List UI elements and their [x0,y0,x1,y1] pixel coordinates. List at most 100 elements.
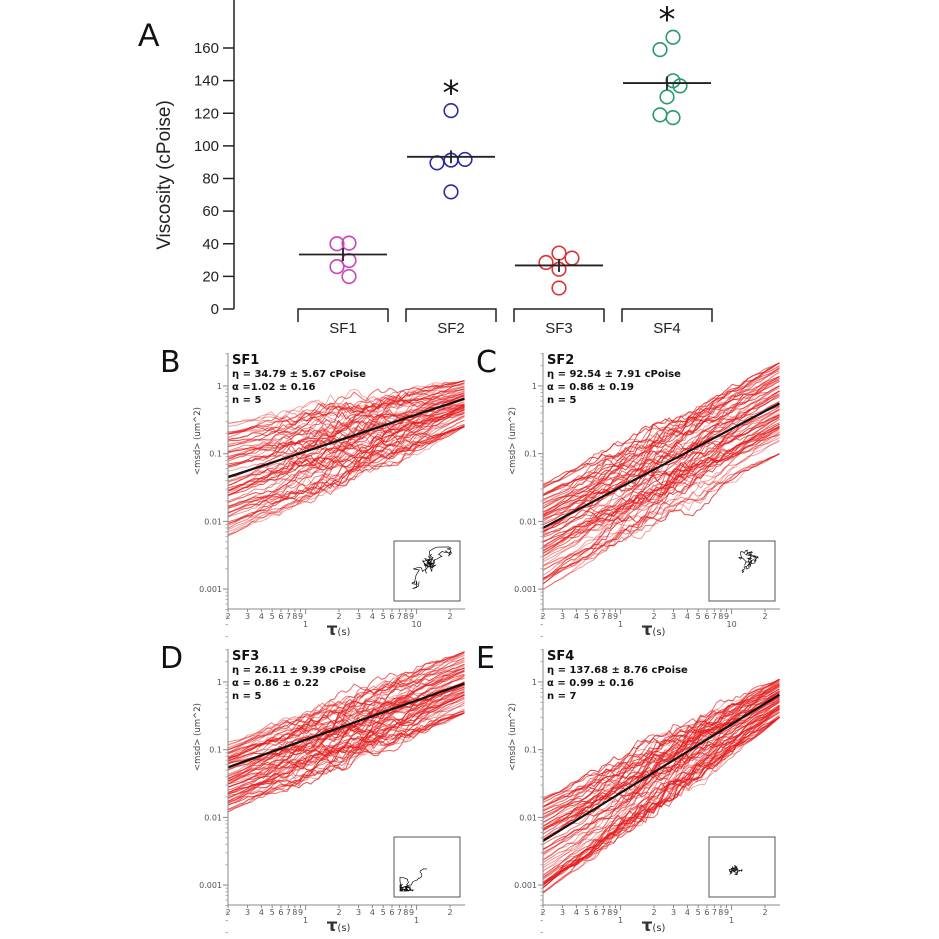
msd-trace [228,397,465,496]
msd-trace [543,717,780,894]
msd-trace [543,429,780,567]
n-annotation: n = 5 [232,395,261,406]
x-tick-label: 8 [292,612,297,621]
msd-trace [543,406,780,552]
msd-trace [228,406,465,497]
mean-fit-line [543,693,780,842]
msd-trace [228,394,465,447]
n-annotation: n = 7 [547,691,576,702]
data-point [564,250,580,266]
alpha-annotation: α = 0.86 ± 0.22 [232,678,319,689]
x-tick-label: 9 [409,908,414,917]
y-tick-label: 0.001 [514,585,537,594]
x-tick-label: 7 [601,908,606,917]
x-tick-label: 5 [696,908,701,917]
data-point [329,258,345,275]
msd-trace [228,416,465,492]
msd-trace [543,365,780,501]
particle-trajectory [728,865,743,876]
x-tick-label: 8 [607,612,612,621]
x-tick-label: 3 [245,612,250,621]
group-sf1: SF1 [297,235,389,337]
msd-trace [543,428,780,558]
msd-traces [543,678,780,894]
x-tick-label: 2 [762,908,767,917]
msd-trace [228,405,465,486]
y-tick-label: 60 [202,203,219,220]
category-bracket [297,308,389,322]
x-tick-label: 7 [712,612,717,621]
y-tick-label: 0.1 [209,746,222,755]
data-point [551,280,567,296]
msd-trace [543,385,780,514]
msd-trace [228,702,465,811]
msd-trace [228,689,465,785]
msd-trace [228,691,465,802]
y-tick-label: 0 [211,301,219,318]
data-point [551,245,567,261]
mean-fit-line [228,397,465,479]
msd-trace [228,395,465,492]
x-unit: (s) [652,923,665,934]
msd-trace [543,431,780,580]
significance-asterisk: * [659,0,676,40]
msd-trace [543,425,780,551]
alpha-annotation: α =1.02 ± 0.16 [232,382,315,393]
y-tick-label: 0.001 [514,881,537,890]
data-point [457,151,473,168]
msd-trace [543,362,780,504]
msd-trace [228,389,465,433]
x-tick-label: 8 [292,908,297,917]
x-tick-label: 3 [245,908,250,917]
msd-trace [543,453,780,566]
x-tick-label: 9 [613,908,618,917]
data-point [329,236,345,252]
data-point [652,107,668,123]
msd-trace [543,696,780,830]
x-tick-label: 9 [724,908,729,917]
x-tick-label: 4 [259,908,264,917]
msd-trace [228,712,465,795]
y-tick-label: 0.1 [524,746,537,755]
x-tick-label: 7 [712,908,717,917]
data-point [659,89,675,105]
mean-fit-line [543,402,780,529]
msd-trace [228,402,465,460]
x-tick-label: 8 [718,612,723,621]
particle-trajectory [738,549,759,574]
data-point [341,268,357,285]
viscosity-annotation: η = 34.79 ± 5.67 cPoise [232,369,366,380]
msd-trace [543,393,780,533]
msd-trace [543,379,780,519]
msd-trace [228,652,465,755]
x-tick-label: 10 [726,620,736,629]
inset-frame [708,836,776,898]
msd-trace [543,426,780,547]
x-tick-label: 10 [411,620,421,629]
category-label: SF2 [437,320,465,337]
y-tick-label: 40 [202,236,219,253]
msd-trace [543,698,780,867]
x-tick-label: 5 [585,908,590,917]
data-point [672,78,688,94]
y-axis-label: <msd> (um^2) [193,407,203,475]
msd-trace [228,424,465,525]
x-tick-label: 2 [447,612,452,621]
x-tick-label: 2 [540,612,545,621]
msd-trace [543,698,780,869]
x-tick-label: 9 [724,612,729,621]
msd-trace [543,704,780,851]
msd-trace [228,712,465,804]
msd-trace [543,717,780,872]
y-axis-label: <msd> (um^2) [508,703,518,771]
x-axis-label: τ(s) [327,620,351,640]
tau-symbol: τ [327,620,338,640]
y-axis-label: <msd> (um^2) [508,407,518,475]
x-tick-label: 2 [540,908,545,917]
y-tick-label: 100 [194,138,219,155]
msd-trace [543,716,780,894]
msd-trace [228,651,465,751]
x-axis-label: τ(s) [642,620,666,640]
